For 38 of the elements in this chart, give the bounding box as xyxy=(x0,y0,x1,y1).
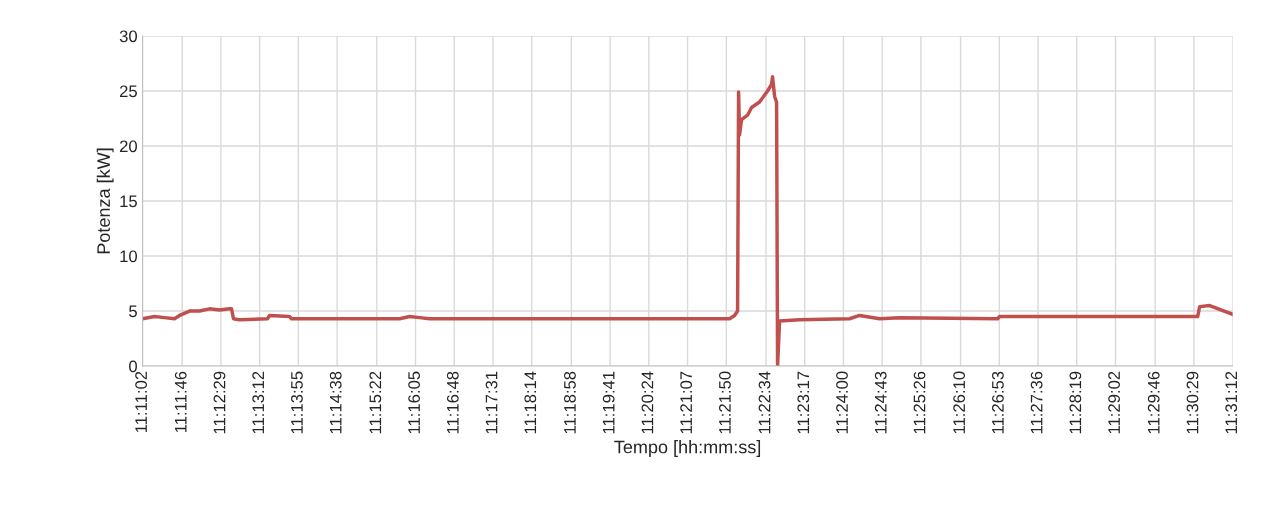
x-tick-label: 11:19:41 xyxy=(602,371,615,434)
x-tick-label: 11:18:14 xyxy=(524,371,537,434)
x-tick-label: 11:21:07 xyxy=(680,371,693,434)
x-tick-label: 11:22:34 xyxy=(758,371,771,434)
x-tick-label: 11:16:48 xyxy=(446,371,459,434)
x-tick-label: 11:31:12 xyxy=(1225,371,1238,434)
y-tick-label: 0 xyxy=(129,360,138,373)
x-tick-label: 11:29:02 xyxy=(1108,371,1120,434)
x-tick-label: 11:15:22 xyxy=(369,371,382,434)
x-tick-label: 11:29:46 xyxy=(1147,371,1160,434)
x-tick-label: 11:20:24 xyxy=(641,371,654,434)
x-tick-label: 11:16:05 xyxy=(408,371,420,434)
y-axis-title: Potenza [kW] xyxy=(96,148,114,254)
x-tick-label: 11:26:53 xyxy=(991,371,1004,434)
x-tick-label: 11:11:46 xyxy=(174,371,187,433)
x-tick-label: 11:14:38 xyxy=(329,371,342,434)
x-axis-title: Tempo [hh:mm:ss] xyxy=(614,440,761,457)
x-tick-label: 11:24:00 xyxy=(836,371,848,434)
x-tick-label: 11:18:58 xyxy=(564,371,576,434)
y-tick-label: 10 xyxy=(120,250,138,263)
y-tick-label: 20 xyxy=(119,140,138,153)
x-tick-label: 11:13:12 xyxy=(252,371,265,434)
x-tick-label: 11:12:29 xyxy=(213,371,226,434)
x-tick-label: 11:23:17 xyxy=(797,371,810,434)
x-tick-label: 11:21:50 xyxy=(719,371,731,434)
x-tick-label: 11:25:26 xyxy=(913,371,926,434)
x-tick-label: 11:24:43 xyxy=(874,371,887,434)
y-tick-label: 25 xyxy=(119,85,137,98)
y-tick-label: 15 xyxy=(120,195,137,208)
x-tick-label: 11:30:29 xyxy=(1186,371,1199,434)
x-tick-label: 11:27:36 xyxy=(1030,371,1043,434)
x-tick-label: 11:17:31 xyxy=(485,371,498,434)
x-tick-label: 11:13:55 xyxy=(291,371,303,434)
x-tick-label: 11:26:10 xyxy=(953,371,966,434)
x-tick-label: 11:11:02 xyxy=(135,371,147,433)
x-tick-label: 11:28:19 xyxy=(1069,371,1082,434)
y-tick-label: 30 xyxy=(119,30,138,43)
y-tick-label: 5 xyxy=(129,305,137,318)
